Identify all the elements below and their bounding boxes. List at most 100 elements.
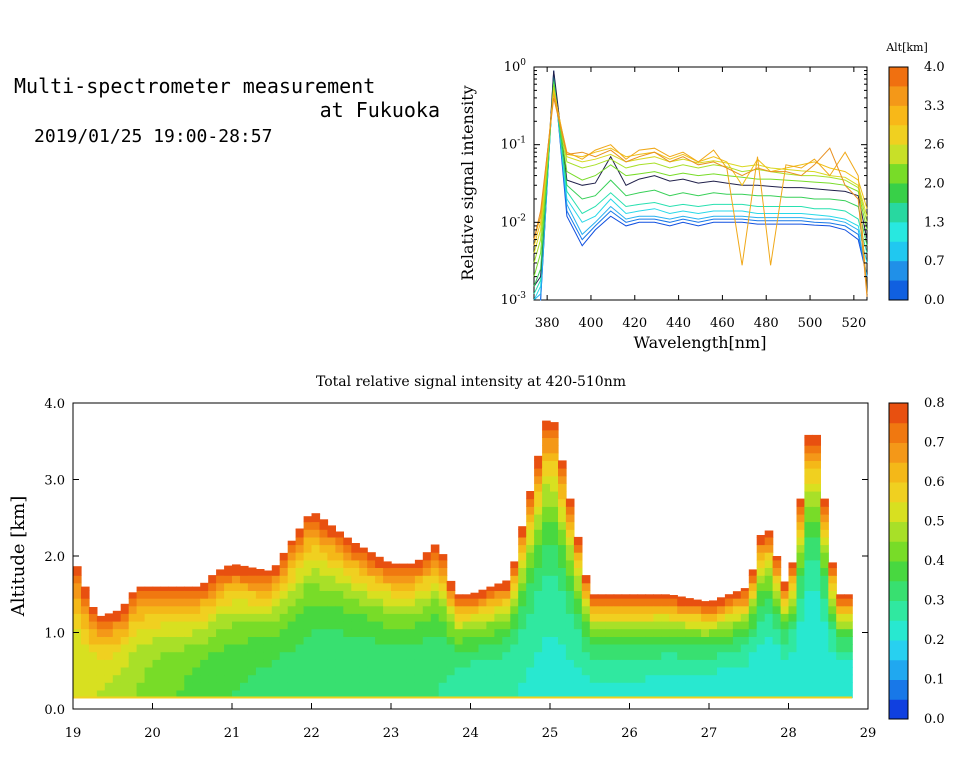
heatmap-cell [422, 636, 432, 645]
intensity-colorbar-swatch [889, 640, 908, 661]
heatmap-cell [780, 666, 790, 676]
heatmap-cell [812, 506, 821, 515]
heatmap-cell [629, 682, 639, 691]
heatmap-cell [820, 552, 829, 561]
heatmap-cell [303, 628, 313, 637]
heatmap-cell [120, 621, 130, 630]
heatmap-cell [359, 567, 368, 576]
heatmap-cell [327, 651, 336, 660]
heatmap-cell [486, 674, 495, 683]
heatmap-cell [375, 567, 384, 576]
heatmap-cell [732, 591, 742, 599]
spectrum-x-label: Wavelength[nm] [634, 333, 767, 352]
heatmap-cell [406, 621, 416, 630]
heatmap-cell [263, 605, 273, 614]
heatmap-cell [136, 651, 146, 660]
heatmap-cell [319, 605, 329, 614]
heatmap-cell [637, 628, 647, 637]
heatmap-cell [812, 659, 821, 668]
heatmap-cell [756, 598, 766, 607]
heatmap-cell [542, 559, 551, 568]
spectrum-series-line [533, 84, 868, 277]
heatmap-cell [661, 621, 670, 630]
heatmap-cell [701, 659, 710, 668]
heatmap-cell [526, 575, 535, 584]
heatmap-cell [605, 594, 615, 599]
heatmap-cell [748, 651, 758, 660]
heatmap-cell [168, 682, 177, 691]
heatmap-cell [836, 651, 845, 660]
heatmap-cell [788, 567, 798, 576]
heatmap-cell [796, 682, 806, 691]
heatmap-cell [200, 674, 209, 683]
heatmap-cell [216, 628, 225, 637]
heatmap-cell [669, 666, 678, 676]
heatmap-cell [383, 613, 392, 622]
heatmap-cell [446, 613, 456, 622]
heatmap-cell [685, 666, 694, 676]
heatmap-cell [613, 674, 623, 683]
heatmap-cell [327, 636, 336, 645]
heatmap-cell [558, 621, 567, 630]
heatmap-cell [128, 613, 138, 622]
heatmap-cell [621, 674, 631, 683]
heatmap-cell [573, 659, 583, 668]
heatmap-cell [653, 659, 662, 668]
heatmap-cell [247, 628, 257, 637]
heatmap-cell [359, 613, 368, 622]
heatmap-cell [804, 437, 813, 446]
heatmap-cell [120, 666, 130, 676]
heatmap-cell [740, 689, 750, 699]
heatmap-cell [828, 651, 837, 660]
heatmap-cell [470, 689, 480, 699]
heatmap-cell [534, 605, 543, 614]
heatmap-cell [510, 651, 519, 660]
heatmap-cell [414, 682, 424, 691]
heatmap-cell [136, 621, 146, 630]
heatmap-y-tick-label: 3.0 [44, 474, 65, 489]
heatmap-cell [120, 628, 130, 637]
heatmap-cell [629, 651, 639, 660]
heatmap-cell [240, 582, 249, 591]
heatmap-cell [796, 644, 806, 653]
intensity-colorbar-swatch [889, 600, 908, 621]
heatmap-cell [748, 674, 758, 683]
heatmap-cell [502, 621, 511, 630]
heatmap-cell [104, 682, 114, 691]
heatmap-cell [796, 529, 806, 538]
heatmap-cell [748, 666, 758, 676]
heatmap-cell [637, 605, 647, 614]
heatmap-cell [335, 651, 344, 660]
heatmap-cell [232, 659, 241, 668]
heatmap-cell [550, 666, 559, 676]
heatmap-cell [470, 636, 480, 645]
heatmap-cell [73, 613, 82, 622]
heatmap-cell [216, 644, 225, 653]
heatmap-cell [287, 689, 297, 699]
heatmap-cell [748, 582, 758, 591]
heatmap-cell [637, 651, 647, 660]
heatmap-cell [685, 636, 694, 645]
heatmap-cell [534, 455, 543, 461]
heatmap-cell [375, 651, 384, 660]
heatmap-cell [96, 636, 106, 645]
heatmap-cell [764, 613, 774, 622]
heatmap-cell [327, 525, 336, 530]
heatmap-cell [144, 689, 154, 699]
heatmap-cell [446, 628, 456, 637]
heatmap-cell [279, 598, 289, 607]
heatmap-cell [200, 682, 209, 691]
heatmap-cell [192, 586, 201, 591]
heatmap-cell [271, 682, 281, 691]
heatmap-cell [550, 598, 559, 607]
heatmap-cell [542, 636, 551, 645]
heatmap-cell [661, 666, 670, 676]
heatmap-cell [136, 644, 146, 653]
heatmap-cell [518, 613, 527, 622]
heatmap-cell [645, 682, 654, 691]
heatmap-cell [645, 621, 654, 630]
heatmap-cell [438, 559, 448, 568]
heatmap-cell [414, 628, 424, 637]
heatmap-cell [216, 674, 225, 683]
heatmap-cell [399, 575, 408, 584]
